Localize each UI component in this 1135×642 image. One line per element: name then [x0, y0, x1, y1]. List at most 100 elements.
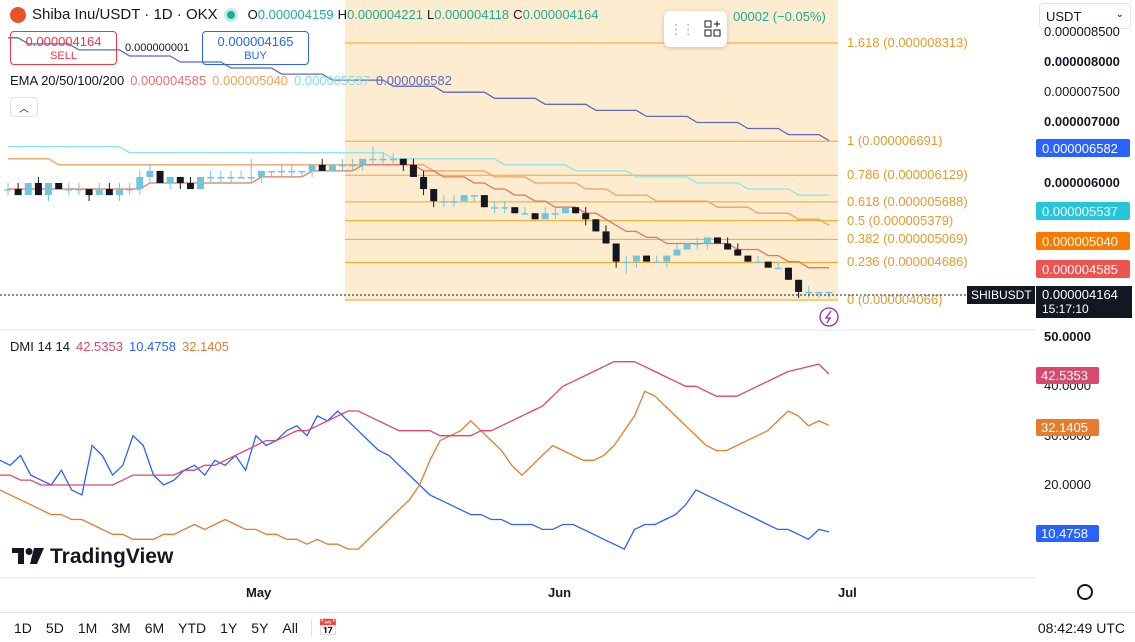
- price-axis-label: 0.000008500: [1044, 23, 1120, 39]
- range-button-5y[interactable]: 5Y: [251, 619, 269, 636]
- candle-body: [45, 182, 53, 196]
- range-button-6m[interactable]: 6M: [144, 619, 165, 636]
- lightning-icon: [819, 307, 839, 327]
- candle-body: [440, 201, 448, 203]
- ohlc-value: 0.000004159: [257, 7, 334, 22]
- candle-body: [34, 182, 42, 196]
- candle-body: [318, 164, 326, 171]
- floating-toolbar: ⋮⋮: [664, 11, 727, 47]
- candle-body: [592, 219, 600, 232]
- ema50-line: [8, 158, 830, 226]
- time-axis-label: Jun: [548, 585, 572, 600]
- tradingview-logo[interactable]: TradingView: [12, 545, 173, 569]
- ohlc-values: O0.000004159 H0.000004221 L0.000004118 C0.0…: [244, 7, 599, 22]
- candle-body: [136, 176, 144, 190]
- candle-body: [24, 182, 32, 196]
- range-buttons: 1D 5D 1M 3M 6M YTD 1Y 5Y All: [7, 620, 305, 636]
- candle-body: [126, 189, 134, 191]
- last-price-value: 0.000004164: [1042, 287, 1118, 302]
- fib-label: 0.618 (0.000005688): [847, 193, 968, 209]
- candle-body: [197, 176, 205, 190]
- candle-body: [582, 213, 590, 220]
- candle-body: [389, 158, 397, 161]
- candle-body: [349, 164, 357, 167]
- dmi-legend[interactable]: DMI 14 14 42.5353 10.4758 32.1405: [10, 339, 229, 354]
- candle-body: [632, 255, 640, 262]
- last-price-tag: 0.000004164 15:17:10: [1036, 286, 1132, 318]
- candle-body: [764, 261, 772, 268]
- ema100-line: [8, 146, 829, 196]
- time-axis-label: May: [246, 585, 272, 600]
- range-button-5d[interactable]: 5D: [45, 619, 64, 636]
- currency-select[interactable]: USDT ⌄: [1039, 3, 1131, 29]
- candle-body: [521, 213, 529, 215]
- price-tag: 0.000005040: [1036, 232, 1130, 251]
- price-change: 00002 (−0.05%): [733, 9, 826, 24]
- collapse-legend-button[interactable]: ︿: [10, 97, 38, 117]
- candle-body: [14, 189, 22, 196]
- utc-clock[interactable]: 08:42:49 UTC: [1037, 620, 1125, 636]
- candle-body: [247, 176, 255, 179]
- candle-body: [369, 158, 377, 161]
- status-dot-icon: [223, 7, 238, 22]
- candle-body: [146, 170, 154, 177]
- candle-body: [703, 237, 711, 244]
- candle-body: [643, 255, 651, 262]
- candle-body: [531, 213, 539, 220]
- symbol-title[interactable]: Shiba Inu/USDT · 1D · OKX: [32, 6, 218, 23]
- fib-label: 0 (0.000004066): [847, 292, 943, 307]
- ema-legend[interactable]: EMA 20/50/100/200 0.000004585 0.000005040…: [10, 73, 452, 88]
- ema200-line: [8, 37, 830, 142]
- brand-name: TradingView: [50, 545, 174, 568]
- candle-body: [308, 164, 316, 171]
- fib-label: 0.5 (0.000005379): [847, 212, 954, 228]
- ema-value: 0.000005040: [212, 73, 289, 88]
- candle-body: [55, 182, 63, 190]
- header-legend: Shiba Inu/USDT · 1D · OKX O0.000004159 H0…: [10, 6, 598, 23]
- object-tree-icon[interactable]: [704, 20, 722, 38]
- shiba-logo-icon: [10, 6, 26, 23]
- range-button-1y[interactable]: 1Y: [220, 619, 238, 636]
- chevron-down-icon: ⌄: [1115, 9, 1124, 20]
- candle-body: [450, 201, 458, 203]
- candle-body: [409, 164, 417, 177]
- range-button-1d[interactable]: 1D: [14, 619, 32, 636]
- bottom-toolbar: 1D 5D 1M 3M 6M YTD 1Y 5Y All 📅 08:42:49 UTC: [0, 612, 1135, 642]
- fib-label: 0.236 (0.000004686): [847, 254, 968, 270]
- settings-gear-icon[interactable]: [1077, 584, 1093, 600]
- price-tag: 0.000006582: [1036, 138, 1130, 157]
- range-button-all[interactable]: All: [282, 619, 298, 636]
- candle-body: [612, 243, 620, 262]
- candle-body: [815, 291, 823, 294]
- date-range-icon[interactable]: 📅: [317, 619, 338, 637]
- candle-body: [186, 182, 194, 190]
- price-axis-label: 0.000007500: [1044, 84, 1120, 100]
- range-button-3m[interactable]: 3M: [111, 619, 131, 636]
- range-button-1m[interactable]: 1M: [77, 619, 98, 636]
- ema-value: 0.000004585: [130, 73, 207, 88]
- sell-button[interactable]: 0.000004164 SELL: [10, 31, 117, 65]
- candle-body: [572, 207, 580, 214]
- candles: [4, 146, 833, 298]
- ema-label: EMA 20/50/100/200: [10, 73, 125, 88]
- buy-button[interactable]: 0.000004165 BUY: [202, 31, 309, 65]
- dmi-label: DMI 14 14: [10, 339, 70, 354]
- candle-body: [176, 176, 184, 183]
- drag-handle-icon[interactable]: ⋮⋮: [669, 20, 695, 37]
- price-axis-label: 0.000008000: [1044, 54, 1120, 69]
- price-tag: 0.000004585: [1036, 259, 1130, 278]
- candle-body: [744, 255, 752, 262]
- fib-label: 0.786 (0.000006129): [847, 167, 968, 183]
- ema-value: 0.000006582: [375, 73, 452, 88]
- ema20-line: [8, 164, 829, 269]
- chart-canvas[interactable]: [0, 0, 1135, 612]
- candle-body: [795, 279, 803, 292]
- candle-body: [754, 261, 762, 264]
- candle-body: [217, 176, 225, 179]
- price-tag: 0.000005537: [1036, 202, 1130, 220]
- candle-body: [298, 170, 306, 173]
- candle-body: [430, 189, 438, 202]
- fib-label: 0.382 (0.000005069): [847, 231, 968, 247]
- candle-body: [338, 164, 346, 167]
- range-button-ytd[interactable]: YTD: [178, 619, 207, 636]
